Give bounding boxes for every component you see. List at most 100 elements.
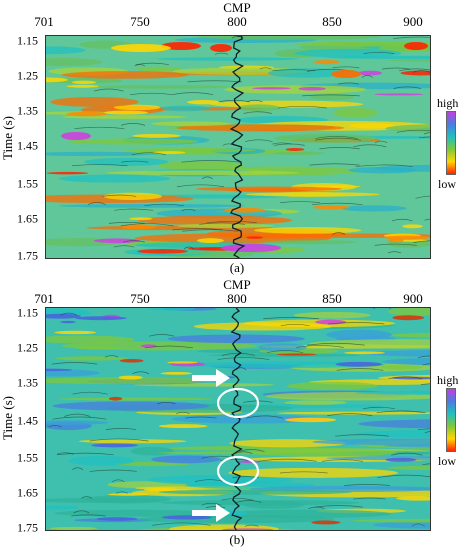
panel-b-xtick: 750 [130,291,150,306]
reflector-band [46,335,135,344]
contour-line [199,222,246,225]
contour-line [93,88,124,92]
panel-b-ytick: 1.75 [17,520,38,535]
reflector-accent [298,86,326,91]
reflector-accent [396,496,430,501]
contour-line [123,240,145,243]
reflector-accent [108,396,123,401]
contour-line [396,129,430,133]
reflector-accent [143,488,178,492]
contour-line [185,416,217,419]
reflector-band [237,104,280,112]
contour-line [374,243,417,246]
reflector-band [171,414,324,424]
reflector-band [253,227,362,234]
contour-line [332,232,345,235]
contour-line [112,479,125,483]
reflector-band [58,174,171,183]
contour-line [336,368,384,371]
reflector-accent [46,368,73,372]
contour-line [182,229,238,232]
reflector-band [78,439,187,444]
panel-b-ytick: 1.25 [17,340,38,355]
reflector-accent [161,515,213,520]
reflector-band [286,381,378,391]
reflector-band [195,186,342,192]
contour-line [175,411,190,415]
panel-a-ytick: 1.75 [17,248,38,263]
panel-b-ytick: 1.35 [17,375,38,390]
contour-line [194,479,225,482]
reflector-band [150,121,232,127]
panel-b-seismic-section [45,307,431,531]
reflector-accent [93,238,141,244]
contour-line [411,523,425,527]
contour-line [302,94,360,97]
contour-line [418,136,430,139]
strong-event [111,44,171,52]
reflector-accent [224,207,266,213]
reflector-accent [96,517,138,521]
contour-line [205,506,226,508]
contour-line [263,317,319,320]
contour-line [327,413,373,417]
panel-a-colorbar-high: high [437,96,459,110]
contour-line [129,92,173,96]
reflector-accent [311,520,341,525]
contour-line [377,474,430,478]
reflector-band [332,107,378,118]
panel-b-caption: (b) [229,532,245,547]
reflector-band [354,390,430,395]
contour-line [353,497,386,500]
reflector-accent [118,375,143,380]
reflector-band [46,151,159,157]
contour-line [362,406,395,410]
contour-line [72,391,108,395]
reflector-band [148,308,195,311]
contour-line [393,36,430,39]
panel-a-axis-title: CMP [223,0,251,15]
panel-a-colorbar [446,111,456,175]
contour-line [332,66,360,69]
panel-a-seismic-section [45,35,431,259]
contour-line [422,363,430,366]
reflector-band [309,94,355,101]
reflector-accent [54,330,97,335]
panel-a-ytick: 1.15 [17,33,38,48]
contour-line [296,345,344,348]
contour-line [120,123,146,126]
contour-line [172,92,214,96]
contour-line [132,371,150,375]
strong-event [210,44,232,52]
contour-line [244,524,259,527]
contour-line [89,469,137,472]
contour-line [415,195,430,199]
contour-line [144,203,184,207]
reflector-band [46,58,103,67]
contour-line [374,140,388,144]
reflector-band [176,124,345,132]
reflector-accent [91,443,138,448]
reflector-band [387,308,430,316]
contour-line [56,452,114,456]
reflector-accent [60,320,76,324]
panel-b-axis-title: CMP [223,277,251,292]
reflector-accent [119,359,144,363]
reflector-band [294,48,402,58]
reflector-accent [312,205,350,210]
contour-line [60,312,78,316]
contour-line [280,323,310,327]
contour-line [114,208,154,211]
contour-line [87,201,106,205]
contour-line [71,514,106,517]
reflector-band [274,151,325,155]
reflector-accent [153,151,186,155]
contour-line [51,362,98,365]
contour-line [388,376,423,380]
contour-line [221,352,255,356]
panel-a-ytick: 1.35 [17,103,38,118]
contour-line [315,505,363,508]
reflector-band [57,397,214,401]
contour-line [221,497,254,501]
contour-line [417,428,430,431]
